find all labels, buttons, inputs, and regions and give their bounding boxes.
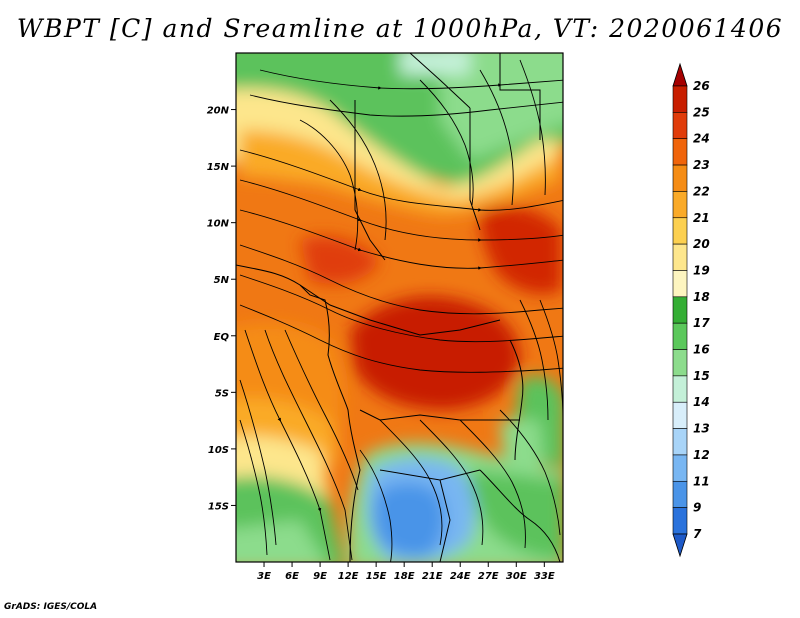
lon-tick-label: 24E — [450, 571, 471, 582]
colorbar-segment — [672, 85, 688, 113]
colorbar-label: 18 — [693, 290, 710, 304]
colorbar-segment — [672, 401, 688, 429]
lon-tick-label: 18E — [394, 571, 415, 582]
colorbar-segment — [672, 454, 688, 482]
colorbar-segment — [672, 112, 688, 140]
colorbar-segment — [672, 217, 688, 245]
lon-tick-label: 27E — [478, 571, 499, 582]
colorbar-segment — [672, 349, 688, 377]
colorbar-bottom-triangle — [672, 533, 688, 558]
colorbar-label: 9 — [693, 501, 701, 515]
lon-tick-label: 6E — [285, 571, 299, 582]
latitude-axis: 20N 15N 10N 5N EQ 5S 10S 15S — [207, 106, 236, 512]
colorbar-label: 21 — [693, 211, 710, 225]
lon-tick-label: 12E — [338, 571, 359, 582]
country-boundaries — [236, 53, 561, 562]
map-title: WBPT [C] and Sreamline at 1000hPa, VT: 2… — [16, 14, 784, 43]
colorbar-label: 23 — [693, 158, 710, 172]
colorbar-segment — [672, 375, 688, 403]
lat-tick-label: 20N — [207, 106, 230, 117]
lon-tick-label: 9E — [313, 571, 327, 582]
lat-tick-label: 5S — [215, 388, 229, 399]
streamlines — [239, 59, 563, 562]
colorbar-segment — [672, 138, 688, 166]
colorbar-segment — [672, 243, 688, 271]
lon-tick-label: 3E — [257, 571, 271, 582]
colorbar-label: 13 — [693, 422, 710, 436]
colorbar-segment — [672, 322, 688, 350]
colorbar-segment — [672, 164, 688, 192]
lon-tick-label: 33E — [534, 571, 555, 582]
lat-tick-label: 10N — [207, 219, 230, 230]
colorbar-segment — [672, 191, 688, 219]
colorbar-label: 20 — [693, 237, 710, 251]
lon-tick-label: 30E — [506, 571, 527, 582]
colorbar-label: 7 — [693, 527, 702, 541]
grads-credit: GrADS: IGES/COLA — [4, 602, 98, 612]
colorbar-top-triangle — [672, 62, 688, 87]
colorbar: 26 25 24 23 22 21 20 19 18 17 16 15 14 13 12 11 9 7 — [672, 62, 710, 558]
lat-tick-label: 15S — [208, 501, 229, 512]
colorbar-label: 12 — [693, 448, 710, 462]
lat-tick-label: EQ — [214, 332, 230, 343]
map-frame — [235, 52, 564, 563]
colorbar-label: 26 — [693, 79, 710, 93]
colorbar-segment — [672, 480, 688, 508]
colorbar-label: 25 — [693, 105, 710, 119]
colorbar-label: 17 — [693, 316, 710, 330]
colorbar-segment — [672, 428, 688, 456]
colorbar-label: 16 — [693, 343, 710, 357]
lat-tick-label: 15N — [207, 162, 230, 173]
longitude-axis: 3E 6E 9E 12E 15E 18E 21E 24E 27E 30E 33E — [257, 562, 555, 582]
colorbar-label: 15 — [693, 369, 710, 383]
lon-tick-label: 15E — [366, 571, 387, 582]
lat-tick-label: 5N — [214, 275, 230, 286]
colorbar-label: 19 — [693, 263, 710, 277]
colorbar-segment — [672, 270, 688, 298]
colorbar-segment — [672, 296, 688, 324]
colorbar-segment — [672, 507, 688, 535]
lon-tick-label: 21E — [422, 571, 443, 582]
colorbar-label: 14 — [693, 395, 710, 409]
wbpt-shading — [236, 53, 563, 562]
colorbar-label: 22 — [693, 184, 710, 198]
colorbar-label: 11 — [693, 474, 710, 488]
colorbar-label: 24 — [693, 132, 710, 146]
lat-tick-label: 10S — [208, 445, 229, 456]
